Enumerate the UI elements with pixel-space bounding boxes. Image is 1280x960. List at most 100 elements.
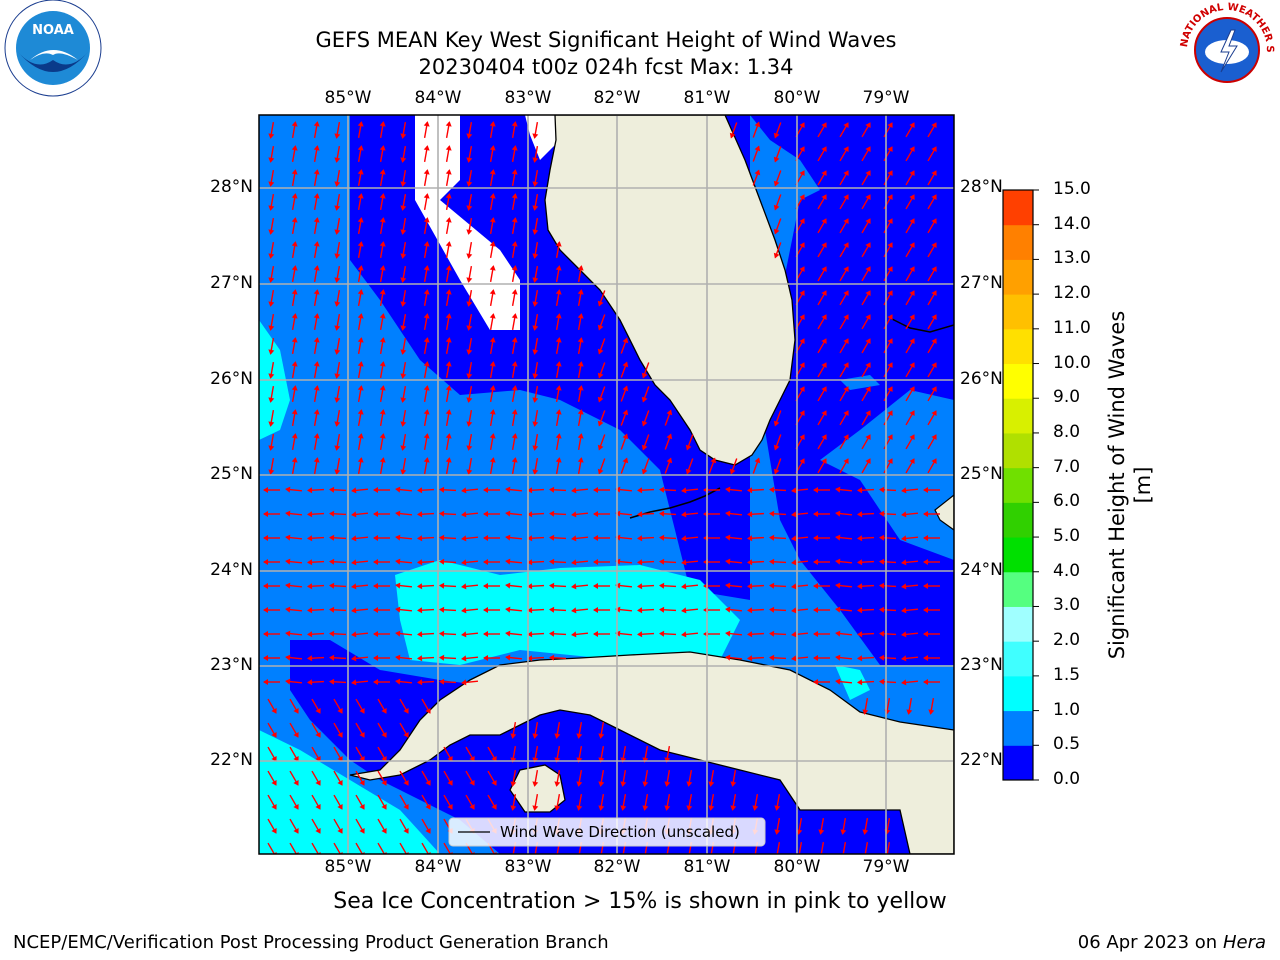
wave-arrow — [817, 122, 827, 138]
wave-arrow — [489, 313, 496, 331]
wave-arrow — [642, 769, 649, 787]
wave-arrow — [532, 121, 539, 139]
wave-arrow — [839, 338, 849, 354]
wave-arrow — [329, 534, 347, 541]
wave-arrow — [747, 511, 765, 518]
wave-arrow — [487, 770, 497, 786]
wave-arrow — [268, 121, 275, 139]
wave-arrow — [813, 679, 830, 685]
wave-arrow — [901, 487, 919, 494]
wave-arrow — [379, 121, 386, 139]
wave-arrow — [923, 631, 940, 637]
wave-arrow — [681, 511, 699, 518]
wave-arrow — [527, 631, 545, 638]
lat-label-right: 23°N — [960, 655, 1003, 675]
wave-arrow — [289, 770, 299, 786]
wave-arrow — [620, 337, 629, 354]
wave-arrow — [879, 534, 897, 541]
colorbar-bin — [1003, 641, 1033, 677]
wave-arrow — [857, 511, 875, 518]
wave-arrow — [597, 458, 606, 475]
colorbar-tick-label: 1.0 — [1053, 699, 1081, 720]
wave-arrow — [311, 818, 321, 834]
map-frame — [258, 114, 955, 855]
land-bahamas — [934, 494, 954, 531]
wave-arrow — [291, 169, 298, 187]
wave-arrow — [400, 433, 407, 451]
wave-arrow — [511, 121, 518, 139]
footer-host: Hera — [1222, 932, 1266, 953]
sea-ice-note: Sea Ice Concentration > 15% is shown in … — [333, 889, 947, 914]
wave-arrow — [357, 289, 364, 307]
colorbar-bin — [1003, 467, 1033, 503]
wave-arrow — [532, 745, 539, 763]
wave-arrow — [395, 654, 413, 661]
wave-arrow — [483, 607, 500, 613]
wave-arrow — [289, 698, 299, 714]
wave-arrow — [773, 146, 782, 163]
wave-arrow — [769, 606, 787, 613]
wave-arrow — [905, 146, 915, 162]
wave-arrow — [461, 511, 479, 518]
wave-arrow — [927, 194, 937, 210]
wave-arrow — [505, 606, 523, 613]
wave-arrow — [752, 121, 761, 138]
wave-arrow — [549, 630, 567, 637]
wave-arrow — [839, 434, 849, 450]
wave-arrow — [769, 486, 787, 493]
wave-arrow — [511, 457, 518, 475]
wave-arrow — [263, 559, 280, 565]
wave-arrow — [423, 265, 430, 283]
wave-arrow — [445, 313, 452, 331]
wave-arrow — [307, 487, 325, 494]
wave-arrow — [263, 607, 280, 613]
wave-arrow — [927, 386, 937, 402]
wave-arrow — [861, 410, 871, 426]
land-isla — [509, 764, 566, 813]
wave-arrow — [554, 745, 561, 763]
wave-arrow — [291, 385, 298, 403]
wave-arrow — [505, 558, 523, 565]
wave-arrow — [597, 314, 606, 331]
wave-arrow — [593, 487, 610, 493]
colorbar-bin — [1003, 363, 1033, 399]
wave-arrow — [817, 266, 827, 282]
wave-arrow — [861, 386, 871, 402]
wave-arrow — [862, 841, 869, 854]
wave-arrow — [291, 193, 298, 211]
wave-arrow — [483, 511, 500, 517]
colorbar-tick-label: 1.5 — [1053, 664, 1081, 685]
wave-arrow — [729, 458, 738, 475]
wave-arrow — [901, 607, 919, 614]
wave-arrow — [291, 289, 298, 307]
wave-arrow — [817, 146, 827, 162]
colorbar-bin — [1003, 259, 1033, 295]
wave-arrow — [817, 362, 827, 378]
lat-label-right: 26°N — [960, 369, 1003, 389]
wave-arrow — [817, 218, 827, 234]
wave-arrow — [313, 385, 320, 403]
wave-arrow — [905, 194, 915, 210]
colorbar-tick-label: 10.0 — [1053, 352, 1091, 373]
wave-arrow — [461, 655, 479, 662]
wave-arrow — [791, 535, 809, 542]
wave-arrow — [620, 745, 627, 763]
wave-arrow — [511, 217, 518, 235]
wave-arrow — [597, 362, 606, 379]
colorbar-tick-label: 8.0 — [1053, 421, 1081, 442]
colorbar-tick-label: 13.0 — [1053, 248, 1091, 269]
wave-arrow — [334, 193, 341, 211]
wave-arrow — [291, 409, 298, 427]
wave-arrow — [313, 265, 320, 283]
wave-arrow — [532, 793, 539, 811]
wave-arrow — [839, 218, 849, 234]
wave-arrow — [466, 217, 473, 235]
wave-arrow — [927, 218, 937, 234]
nws-logo: NATIONAL WEATHER SERVICE — [1175, 0, 1275, 97]
wave-arrow — [285, 654, 303, 661]
wave-arrow — [532, 385, 539, 403]
lat-label-right: 25°N — [960, 464, 1003, 484]
wave-arrow — [637, 607, 655, 614]
wave-arrow — [357, 409, 364, 427]
wave-arrow — [927, 122, 937, 138]
